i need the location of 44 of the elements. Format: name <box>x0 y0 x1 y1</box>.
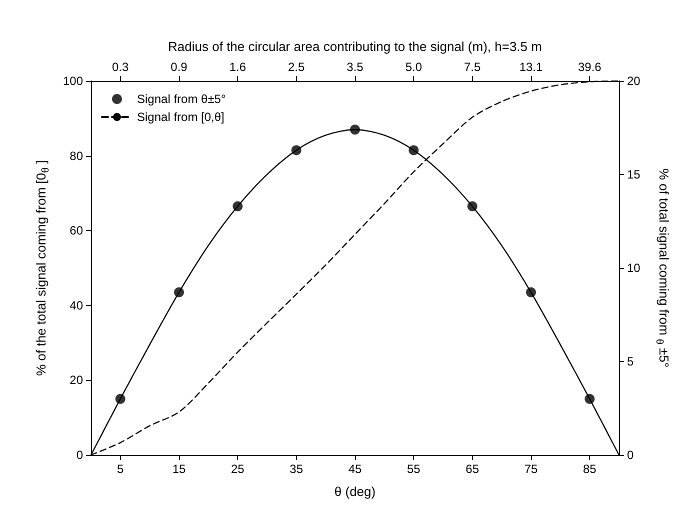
x-tick-label: 55 <box>406 462 421 476</box>
x-tick-label: 15 <box>172 462 186 476</box>
y-tick-label: 80 <box>70 148 84 163</box>
point <box>584 394 595 404</box>
point <box>467 201 478 212</box>
y2-tick-label: 20 <box>627 74 641 88</box>
annotation: 0.3 <box>112 60 129 74</box>
annotation: 13.1 <box>519 60 543 74</box>
x-axis-title: θ (deg) <box>334 484 376 499</box>
annotation: 0.9 <box>170 60 188 74</box>
y2-tick-label: 15 <box>627 168 641 182</box>
x-tick-label: 5 <box>116 462 124 476</box>
x-tick-label: 35 <box>290 462 304 476</box>
y-tick-label: 60 <box>70 224 84 238</box>
x-tick-label: 45 <box>348 462 362 476</box>
y2-tick-label: 10 <box>627 261 641 275</box>
x-tick-label: 25 <box>230 462 245 476</box>
annotation: 2.5 <box>288 60 305 74</box>
point <box>174 287 184 298</box>
y-tick-label: 100 <box>62 74 84 88</box>
y-tick-label: 40 <box>70 298 84 312</box>
y-tick-label: 0 <box>76 448 84 462</box>
legend-label: Signal from θ±5° <box>137 92 226 106</box>
x-tick-label: 85 <box>582 462 597 476</box>
annotation: 5.0 <box>405 60 422 74</box>
point <box>408 145 419 156</box>
chart-title: Radius of the circular area contributing to the signal (m), h=3.5 m <box>168 39 542 54</box>
y2-tick-label: 5 <box>627 354 634 368</box>
x-tick-label: 75 <box>524 462 538 476</box>
y2-tick-label: 0 <box>627 448 634 462</box>
point <box>115 394 126 404</box>
annotation: 39.6 <box>578 60 602 74</box>
annotation: 1.6 <box>229 60 246 74</box>
y2-axis-title: % of total signal coming from θ ±5° <box>654 168 672 368</box>
point <box>526 287 536 298</box>
y-tick-label: 20 <box>70 373 84 388</box>
x-tick-label: 65 <box>466 462 480 476</box>
annotation: 3.5 <box>346 60 364 74</box>
point <box>232 201 243 212</box>
annotation: 7.5 <box>464 60 481 74</box>
point <box>350 124 360 135</box>
y-axis-title: % of the total signal coming from [0θ ] <box>34 160 52 376</box>
point <box>291 145 302 156</box>
legend-label: Signal from [0,θ] <box>137 110 224 124</box>
